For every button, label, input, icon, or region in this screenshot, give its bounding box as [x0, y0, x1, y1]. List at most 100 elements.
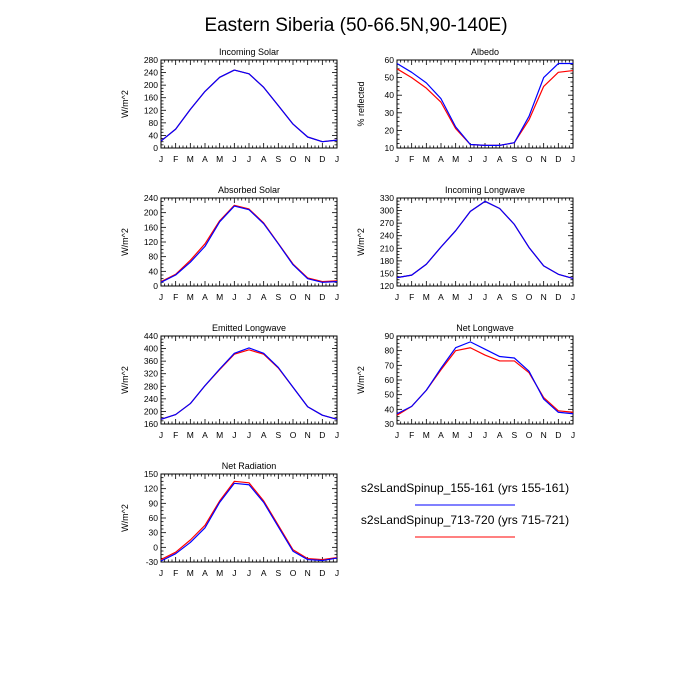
- y-tick-label-5-1: 40: [385, 404, 395, 414]
- x-tick-label-4-8: S: [275, 430, 281, 440]
- x-tick-label-0-2: M: [187, 154, 194, 164]
- x-tick-label-0-5: J: [232, 154, 236, 164]
- panel-title-1: Albedo: [471, 47, 499, 57]
- y-tick-label-6-1: 0: [153, 542, 158, 552]
- x-tick-label-1-6: J: [483, 154, 487, 164]
- x-tick-label-2-4: M: [216, 292, 223, 302]
- x-tick-label-5-6: J: [483, 430, 487, 440]
- y-tick-label-3-4: 240: [380, 231, 394, 241]
- panel-title-0: Incoming Solar: [219, 47, 279, 57]
- y-axis-label-1: % reflected: [356, 81, 366, 126]
- x-tick-label-3-10: N: [541, 292, 547, 302]
- y-tick-label-3-5: 270: [380, 218, 394, 228]
- series-line-5-0: [396, 341, 574, 415]
- x-tick-label-3-12: J: [571, 292, 575, 302]
- x-tick-label-6-8: S: [275, 568, 281, 578]
- x-tick-label-5-2: M: [423, 430, 430, 440]
- y-tick-label-5-4: 70: [385, 360, 395, 370]
- x-tick-label-4-5: J: [232, 430, 236, 440]
- x-tick-label-6-6: J: [247, 568, 251, 578]
- figure-title: Eastern Siberia (50-66.5N,90-140E): [204, 15, 507, 36]
- y-tick-label-5-6: 90: [385, 331, 395, 341]
- x-tick-label-3-9: O: [526, 292, 533, 302]
- y-tick-label-2-0: 0: [153, 281, 158, 291]
- x-tick-label-3-5: J: [468, 292, 472, 302]
- x-tick-label-2-1: F: [173, 292, 178, 302]
- x-tick-label-0-7: A: [261, 154, 267, 164]
- x-tick-label-1-3: A: [438, 154, 444, 164]
- series-line-5-1: [396, 347, 574, 416]
- x-tick-label-4-0: J: [159, 430, 163, 440]
- x-tick-label-0-4: M: [216, 154, 223, 164]
- y-tick-label-1-3: 40: [385, 90, 395, 100]
- x-tick-label-5-10: N: [541, 430, 547, 440]
- legend: s2sLandSpinup_155-161 (yrs 155-161) s2sL…: [361, 481, 569, 538]
- panel-title-4: Emitted Longwave: [212, 323, 286, 333]
- x-tick-label-4-3: A: [202, 430, 208, 440]
- y-tick-label-4-4: 320: [144, 369, 158, 379]
- y-tick-label-5-3: 60: [385, 375, 395, 385]
- x-tick-label-3-1: F: [409, 292, 414, 302]
- panel-title-6: Net Radiation: [222, 461, 277, 471]
- x-tick-label-0-8: S: [275, 154, 281, 164]
- y-tick-label-1-4: 50: [385, 73, 395, 83]
- x-tick-label-2-3: A: [202, 292, 208, 302]
- y-tick-label-6-6: 150: [144, 469, 158, 479]
- x-tick-label-6-10: N: [305, 568, 311, 578]
- y-tick-label-6-3: 60: [149, 513, 159, 523]
- x-tick-label-0-12: J: [335, 154, 339, 164]
- series-line-1-0: [396, 62, 573, 146]
- panel-title-5: Net Longwave: [456, 323, 514, 333]
- x-tick-label-1-9: O: [526, 154, 533, 164]
- x-tick-label-4-12: J: [335, 430, 339, 440]
- x-tick-label-2-5: J: [232, 292, 236, 302]
- y-tick-label-6-2: 30: [149, 528, 159, 538]
- x-tick-label-5-0: J: [395, 430, 399, 440]
- x-tick-label-3-11: D: [555, 292, 561, 302]
- y-tick-label-2-1: 40: [149, 266, 159, 276]
- panel-frame-0: [160, 59, 338, 149]
- x-tick-label-3-2: M: [423, 292, 430, 302]
- series-line-0-0: [160, 69, 338, 143]
- x-tick-label-6-0: J: [159, 568, 163, 578]
- x-tick-label-5-7: A: [497, 430, 503, 440]
- y-tick-label-3-2: 180: [380, 256, 394, 266]
- y-tick-label-0-7: 280: [144, 55, 158, 65]
- y-tick-label-4-1: 200: [144, 406, 158, 416]
- y-tick-label-4-2: 240: [144, 394, 158, 404]
- x-tick-label-5-1: F: [409, 430, 414, 440]
- panel-frame-2: [160, 197, 338, 287]
- x-tick-label-4-2: M: [187, 430, 194, 440]
- panel-title-3: Incoming Longwave: [445, 185, 525, 195]
- panel-title-2: Absorbed Solar: [218, 185, 280, 195]
- y-tick-label-6-4: 90: [149, 498, 159, 508]
- x-tick-label-2-11: D: [319, 292, 325, 302]
- y-tick-label-3-6: 300: [380, 206, 394, 216]
- series-line-4-0: [160, 347, 338, 420]
- x-tick-label-1-0: J: [395, 154, 399, 164]
- x-tick-label-5-9: O: [526, 430, 533, 440]
- y-axis-label-6: W/m^2: [120, 504, 130, 532]
- y-tick-label-2-5: 200: [144, 208, 158, 218]
- y-tick-label-3-0: 120: [380, 281, 394, 291]
- x-tick-label-2-7: A: [261, 292, 267, 302]
- y-tick-label-2-2: 80: [149, 252, 159, 262]
- legend-label-0: s2sLandSpinup_155-161 (yrs 155-161): [361, 481, 569, 495]
- x-tick-label-4-10: N: [305, 430, 311, 440]
- x-tick-label-0-1: F: [173, 154, 178, 164]
- x-tick-label-1-12: J: [571, 154, 575, 164]
- y-tick-label-4-0: 160: [144, 419, 158, 429]
- y-tick-label-3-7: 330: [380, 193, 394, 203]
- series-line-6-1: [160, 480, 338, 561]
- x-tick-label-2-6: J: [247, 292, 251, 302]
- x-tick-label-3-7: A: [497, 292, 503, 302]
- x-tick-label-2-8: S: [275, 292, 281, 302]
- series-line-2-1: [160, 204, 338, 283]
- x-tick-label-4-7: A: [261, 430, 267, 440]
- x-tick-label-1-10: N: [541, 154, 547, 164]
